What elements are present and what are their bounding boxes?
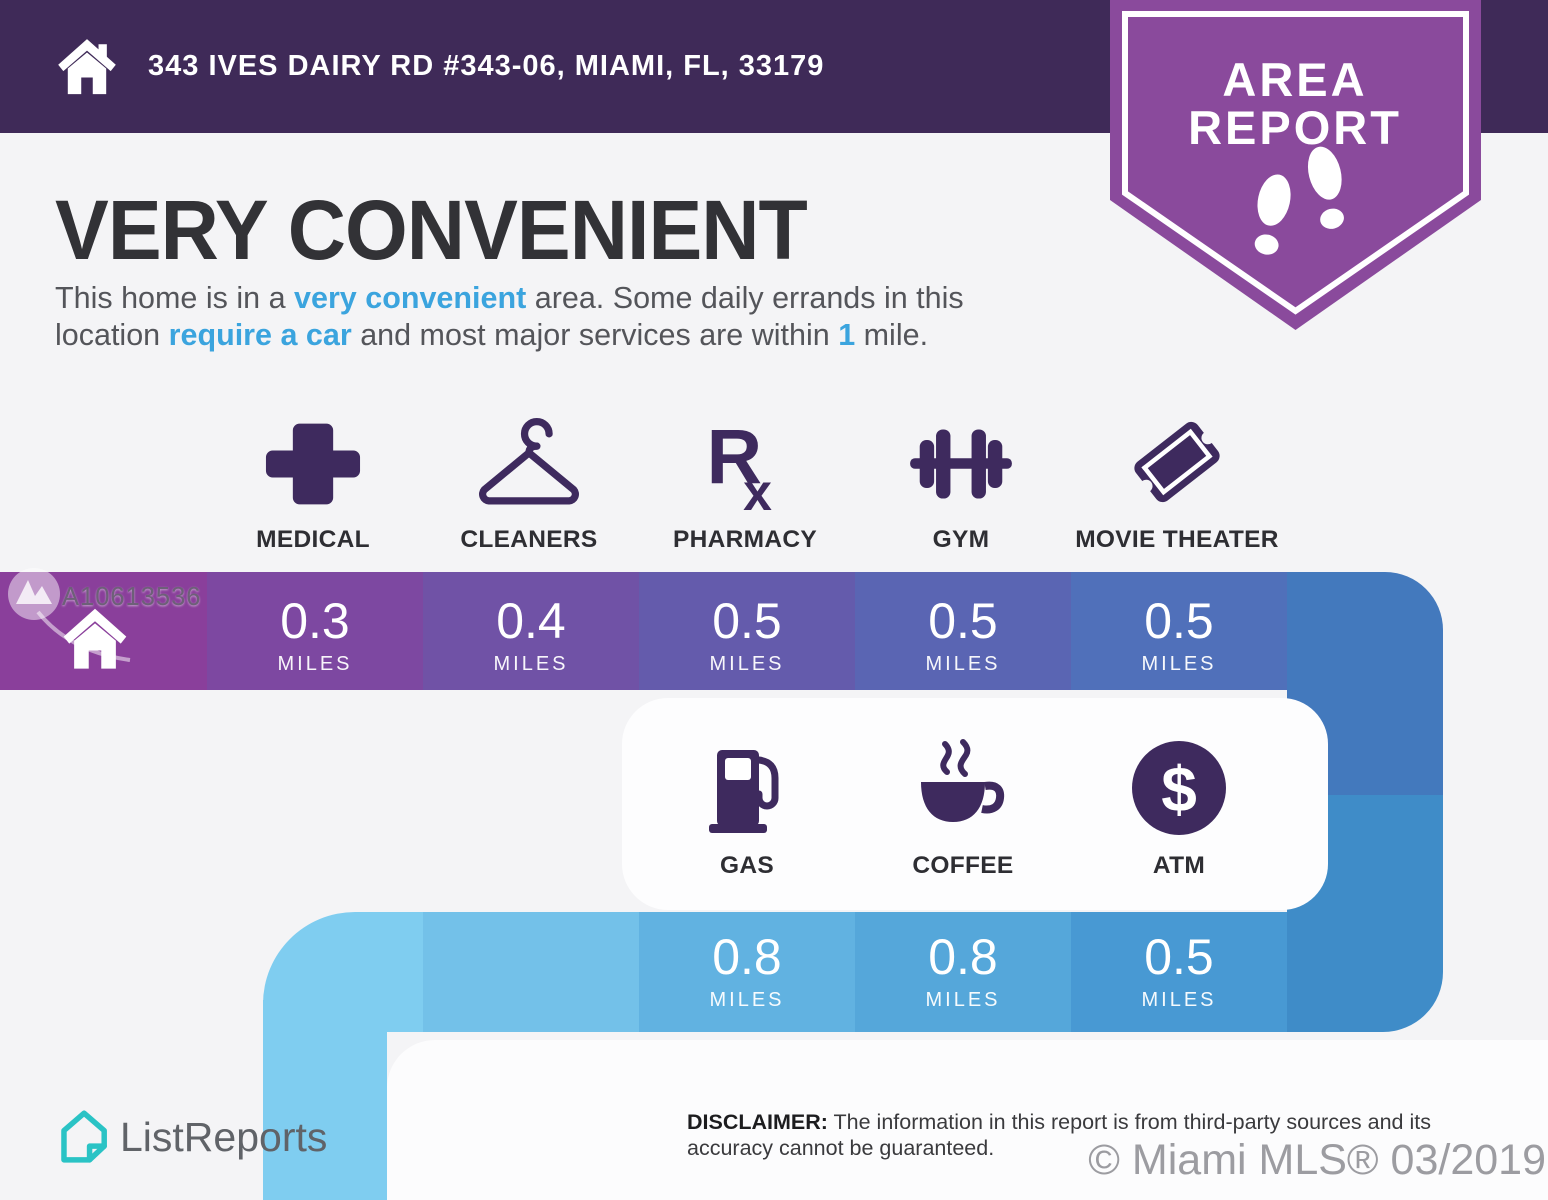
intro-text: and most major services are within — [351, 318, 839, 352]
service-medical: MEDICAL — [205, 410, 421, 554]
intro-text: area. Some daily errands in this locatio… — [55, 281, 964, 352]
distance-value: 0.5 — [1144, 593, 1214, 649]
home-icon — [58, 39, 116, 95]
badge-line1: AREA — [1222, 53, 1367, 106]
service-label: ATM — [1152, 852, 1206, 879]
intro-paragraph: This home is in a very convenient area. … — [55, 280, 1070, 354]
listreports-logo-icon — [61, 1110, 107, 1163]
distance-gym: 0.5 MILES — [855, 596, 1071, 676]
miles-label: MILES — [709, 653, 785, 675]
miles-label: MILES — [925, 989, 1001, 1011]
service-movie-theater: MOVIE THEATER — [1069, 410, 1285, 554]
distance-value: 0.3 — [280, 593, 350, 649]
band1-segment-movie — [1071, 572, 1287, 690]
distance-value: 0.5 — [712, 593, 782, 649]
band2-segment-coffee — [855, 912, 1071, 1032]
mls-id-watermark: A10613536 — [62, 583, 202, 611]
service-pharmacy: R x PHARMACY — [637, 410, 853, 554]
home-icon — [63, 608, 127, 669]
svg-text:x: x — [743, 463, 772, 512]
page-title: VERY CONVENIENT — [55, 183, 808, 277]
distance-value: 0.8 — [712, 929, 782, 985]
miles-label: MILES — [277, 653, 353, 675]
rx-icon: R x — [697, 410, 793, 512]
ticket-icon — [1123, 410, 1231, 512]
dumbbell-icon — [899, 410, 1023, 512]
disclaimer-text: The information in this report is from t… — [687, 1110, 1431, 1160]
svg-text:$: $ — [1161, 753, 1197, 825]
footer-card — [387, 1040, 1548, 1200]
distance-coffee: 0.8 MILES — [855, 932, 1071, 1012]
distance-gas: 0.8 MILES — [639, 932, 855, 1012]
band1-segment-gym — [855, 572, 1071, 690]
disclaimer: DISCLAIMER: The information in this repo… — [687, 1110, 1487, 1161]
service-label: MOVIE THEATER — [1075, 526, 1279, 553]
area-report-badge: AREA REPORT — [1110, 0, 1481, 330]
band1-segment-pharmacy — [639, 572, 855, 690]
band1-segment-medical — [207, 572, 423, 690]
mls-watermark-logo — [8, 568, 131, 662]
mls-credit-watermark: © Miami MLS® 03/2019 — [1088, 1136, 1546, 1184]
band2-segment-gas — [639, 912, 855, 1032]
intro-highlight-mile: 1 — [838, 318, 856, 352]
miles-label: MILES — [1141, 653, 1217, 675]
footprints-icon — [1254, 146, 1344, 255]
service-label: CLEANERS — [460, 526, 598, 553]
property-address: 343 IVES DAIRY RD #343-06, MIAMI, FL, 33… — [148, 50, 825, 82]
listreports-brand: ListReports — [120, 1114, 328, 1160]
band1-segment-cleaners — [423, 572, 639, 690]
disclaimer-label: DISCLAIMER: — [687, 1110, 828, 1134]
distance-movie: 0.5 MILES — [1071, 596, 1287, 676]
gas-pump-icon — [697, 736, 797, 838]
intro-highlight-car: require a car — [168, 318, 352, 352]
intro-highlight-convenient: very convenient — [294, 281, 527, 315]
service-gas: GAS — [639, 736, 855, 880]
band2-segment-atm — [1071, 912, 1287, 1032]
service-label: COFFEE — [912, 852, 1014, 879]
service-cleaners: CLEANERS — [421, 410, 637, 554]
distance-pharmacy: 0.5 MILES — [639, 596, 855, 676]
dollar-circle-icon: $ — [1129, 736, 1229, 838]
miles-label: MILES — [1141, 989, 1217, 1011]
svg-text:R: R — [707, 414, 762, 500]
intro-text: This home is in a — [55, 281, 295, 315]
miles-label: MILES — [925, 653, 1001, 675]
path-left-tube — [263, 1000, 387, 1200]
miles-label: MILES — [709, 989, 785, 1011]
hanger-icon — [473, 410, 585, 512]
service-coffee: COFFEE — [855, 736, 1071, 880]
medical-cross-icon — [265, 410, 361, 512]
distance-cleaners: 0.4 MILES — [423, 596, 639, 676]
badge-line2: REPORT — [1188, 101, 1402, 154]
distance-medical: 0.3 MILES — [207, 596, 423, 676]
distance-value: 0.4 — [496, 593, 566, 649]
service-label: GAS — [720, 852, 774, 879]
service-label: GYM — [932, 526, 990, 553]
distance-value: 0.8 — [928, 929, 998, 985]
miles-label: MILES — [493, 653, 569, 675]
band2-segment-blank — [423, 912, 639, 1032]
service-atm: $ ATM — [1071, 736, 1287, 880]
intro-text: mile. — [855, 318, 929, 352]
service-label: PHARMACY — [673, 526, 817, 553]
distance-value: 0.5 — [928, 593, 998, 649]
coffee-cup-icon — [911, 736, 1015, 838]
service-gym: GYM — [853, 410, 1069, 554]
service-label: MEDICAL — [256, 526, 370, 553]
distance-value: 0.5 — [1144, 929, 1214, 985]
distance-atm: 0.5 MILES — [1071, 932, 1287, 1012]
